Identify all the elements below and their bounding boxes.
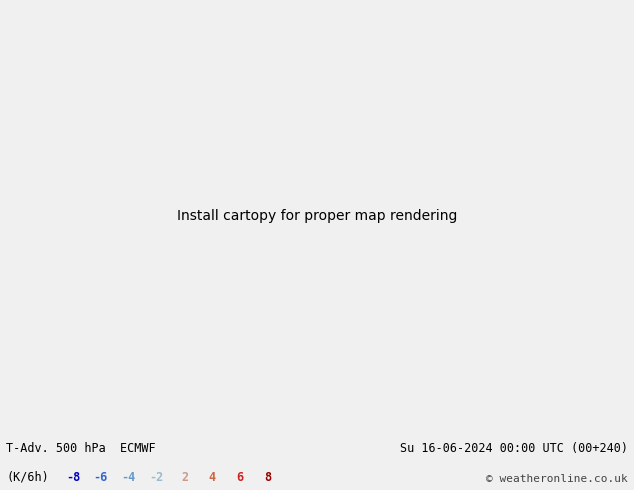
Text: © weatheronline.co.uk: © weatheronline.co.uk <box>486 474 628 485</box>
Text: 8: 8 <box>264 470 272 484</box>
Text: (K/6h): (K/6h) <box>6 470 49 484</box>
Text: 2: 2 <box>181 470 188 484</box>
Text: T-Adv. 500 hPa  ECMWF: T-Adv. 500 hPa ECMWF <box>6 442 156 455</box>
Text: -2: -2 <box>150 470 164 484</box>
Text: Su 16-06-2024 00:00 UTC (00+240): Su 16-06-2024 00:00 UTC (00+240) <box>399 442 628 455</box>
Text: 4: 4 <box>209 470 216 484</box>
Text: -4: -4 <box>122 470 136 484</box>
Text: -8: -8 <box>66 470 80 484</box>
Text: Install cartopy for proper map rendering: Install cartopy for proper map rendering <box>177 209 457 222</box>
Text: -6: -6 <box>94 470 108 484</box>
Text: 6: 6 <box>236 470 244 484</box>
